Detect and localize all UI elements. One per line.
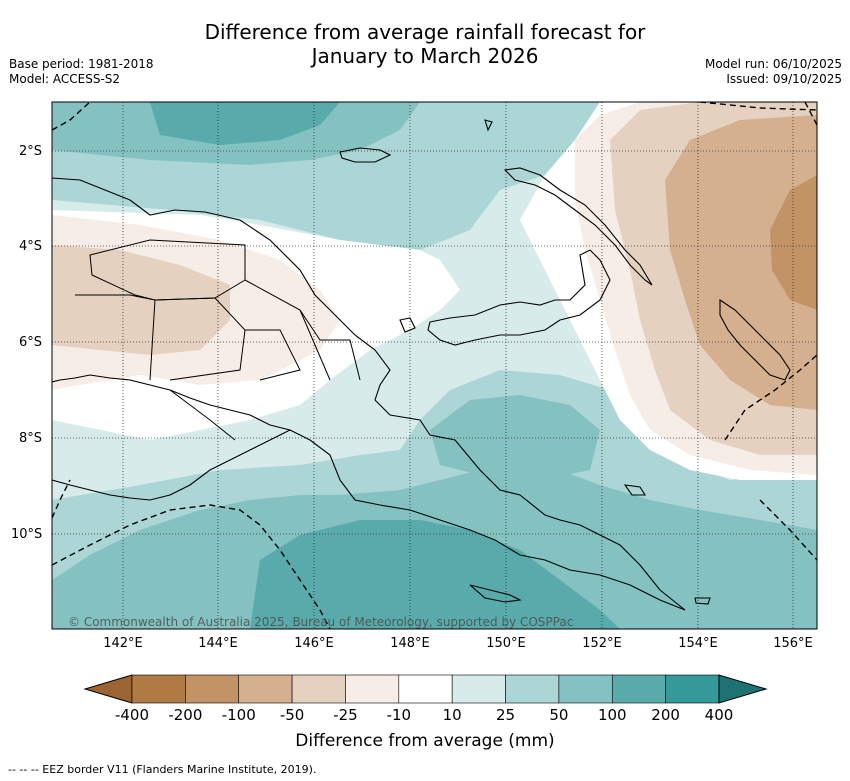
shade-neg-25-50 (52, 245, 230, 355)
manus-island (339, 147, 392, 163)
base-period: Base period: 1981-2018 (9, 57, 154, 71)
title-line-2: January to March 2026 (311, 44, 539, 68)
lon-label-154e: 154°E (678, 636, 718, 651)
lon-label-156e: 156°E (773, 636, 813, 651)
colorbar-tick-label: -10 (386, 706, 412, 724)
shade-50-100-center (430, 395, 600, 480)
colorbar-tick-label: -50 (279, 706, 305, 724)
eez-north (52, 102, 91, 131)
lon-label-146e: 146°E (294, 636, 334, 651)
colorbar-tick-label: -200 (168, 706, 203, 724)
colorbar-title: Difference from average (mm) (295, 731, 555, 751)
model-name: Model: ACCESS-S2 (9, 72, 121, 86)
lat-label-10s: 10°S (11, 527, 43, 542)
colorbar-tick-label: 400 (704, 706, 734, 724)
shade-100-200 (250, 520, 620, 629)
title-line-1: Difference from average rainfall forecas… (204, 20, 646, 44)
meta-left: Base period: 1981-2018 Model: ACCESS-S2 (9, 57, 154, 87)
eez-west (52, 479, 71, 519)
small-island-2 (623, 484, 646, 496)
eez-ne-2 (804, 102, 817, 126)
small-island-1 (399, 317, 416, 333)
fergusson-islands (469, 584, 522, 603)
coastlines (52, 119, 791, 611)
colorbar-tick-label: 10 (442, 706, 462, 724)
new-guinea-coast (52, 177, 686, 611)
small-island-3 (694, 597, 711, 605)
shade-neg-100-200 (770, 175, 817, 310)
map-title: Difference from average rainfall forecas… (0, 20, 850, 68)
colorbar-tick-label: 100 (597, 706, 627, 724)
colorbar-tick-label: -400 (114, 706, 150, 724)
png-southern-coast (52, 429, 291, 501)
eez-se (724, 354, 817, 441)
small-island-4 (484, 119, 493, 132)
new-ireland (503, 167, 653, 286)
copyright-notice: © Commonwealth of Australia 2025, Bureau… (68, 615, 574, 629)
lat-label-2s: 2°S (19, 144, 43, 159)
shade-100-200-north (150, 102, 340, 145)
eez-note: -- -- -- EEZ border V11 (Flanders Marine… (8, 763, 317, 776)
bougainville (719, 298, 791, 381)
eez-borders (52, 102, 817, 629)
shade-neg-50-100 (665, 115, 817, 410)
issued-date: Issued: 09/10/2025 (726, 72, 842, 86)
eez-east-south (759, 499, 817, 561)
lon-label-142e: 142°E (103, 636, 143, 651)
colorbar-tick-label: 200 (651, 706, 680, 724)
eez-ne (699, 102, 817, 111)
colorbar-tick-label: 50 (549, 706, 569, 724)
gridlines (52, 102, 817, 629)
model-run: Model run: 06/10/2025 (704, 57, 842, 71)
lon-label-144e: 144°E (198, 636, 238, 651)
map-frame (51, 101, 818, 630)
colorbar-tick-label: -25 (333, 706, 358, 724)
lon-label-152e: 152°E (582, 636, 622, 651)
lat-label-4s: 4°S (19, 239, 43, 254)
eez-south (52, 504, 331, 629)
meta-right: Model run: 06/10/2025 Issued: 09/10/2025 (705, 57, 842, 87)
lat-label-6s: 6°S (19, 335, 43, 350)
province-borders (75, 239, 361, 441)
lon-label-150e: 150°E (486, 636, 526, 651)
colorbar-tick-label: 25 (495, 706, 516, 724)
colorbar-tick-label: -100 (221, 706, 256, 724)
lat-label-8s: 8°S (19, 431, 43, 446)
new-britain (427, 249, 611, 346)
lon-label-148e: 148°E (390, 636, 430, 651)
